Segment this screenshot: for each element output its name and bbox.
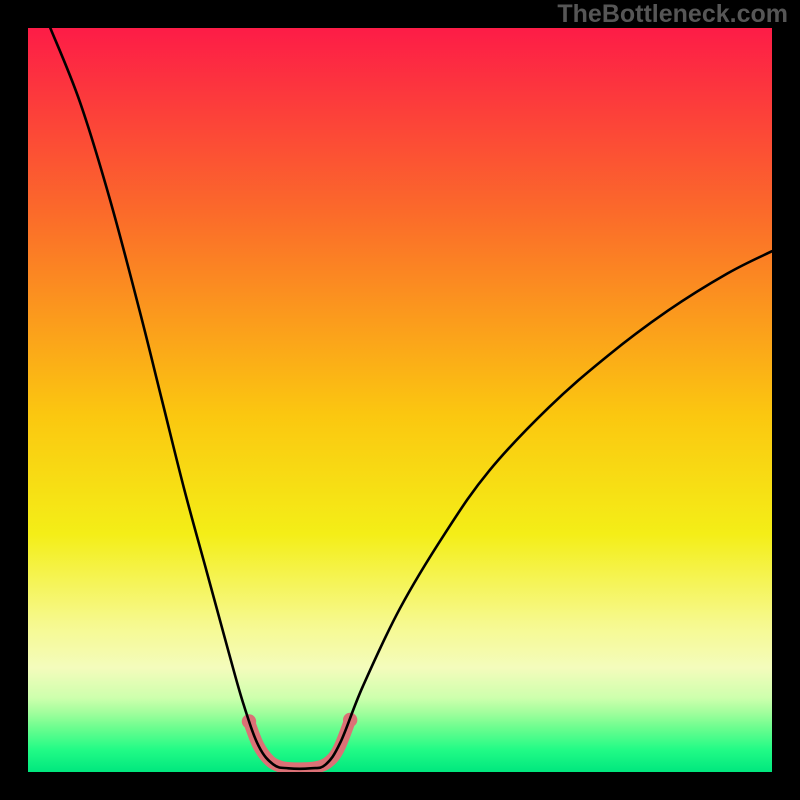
bottleneck-curve [50,28,772,769]
chart-container: TheBottleneck.com [0,0,800,800]
plot-area [28,28,772,772]
bottleneck-range [249,720,350,769]
watermark-label: TheBottleneck.com [557,0,788,29]
curve-layer [28,28,772,772]
